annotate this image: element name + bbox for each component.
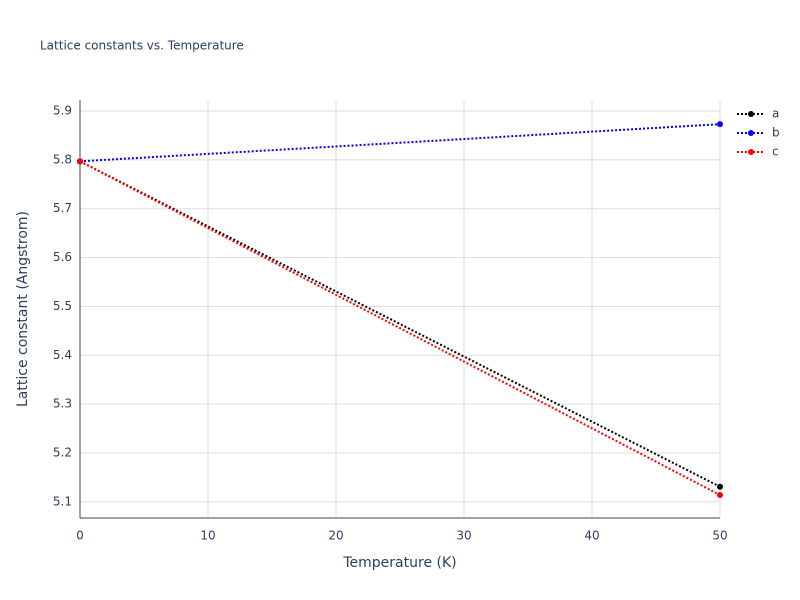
legend-marker: [748, 111, 754, 117]
legend-marker: [748, 149, 754, 155]
y-tick-label: 5.9: [53, 103, 72, 117]
x-tick-label: 30: [456, 529, 471, 543]
x-axis-label: Temperature (K): [342, 555, 456, 571]
legend-label: a: [772, 107, 779, 121]
series-line: [79, 123, 721, 163]
series-line: [79, 160, 721, 488]
y-tick-label: 5.2: [53, 446, 72, 460]
y-axis-label: Lattice constant (Angstrom): [15, 211, 31, 407]
y-tick-label: 5.8: [53, 152, 72, 166]
x-tick-label: 50: [712, 529, 727, 543]
x-tick-label: 0: [76, 529, 84, 543]
data-point: [717, 483, 723, 490]
x-tick-label: 10: [200, 529, 215, 543]
legend-label: b: [772, 126, 780, 140]
y-tick-label: 5.3: [53, 397, 72, 411]
data-point: [77, 158, 83, 165]
y-tick-label: 5.5: [53, 299, 72, 313]
y-tick-label: 5.6: [53, 250, 72, 264]
legend-marker: [748, 130, 754, 136]
legend-label: c: [772, 145, 779, 159]
y-tick-label: 5.4: [53, 348, 72, 362]
data-point: [717, 492, 723, 499]
y-tick-label: 5.7: [53, 201, 72, 215]
x-tick-label: 20: [328, 529, 343, 543]
y-tick-label: 5.1: [53, 494, 72, 508]
series-line: [79, 160, 721, 496]
x-tick-label: 40: [584, 529, 599, 543]
chart-title: Lattice constants vs. Temperature: [40, 39, 244, 53]
data-point: [717, 121, 723, 128]
